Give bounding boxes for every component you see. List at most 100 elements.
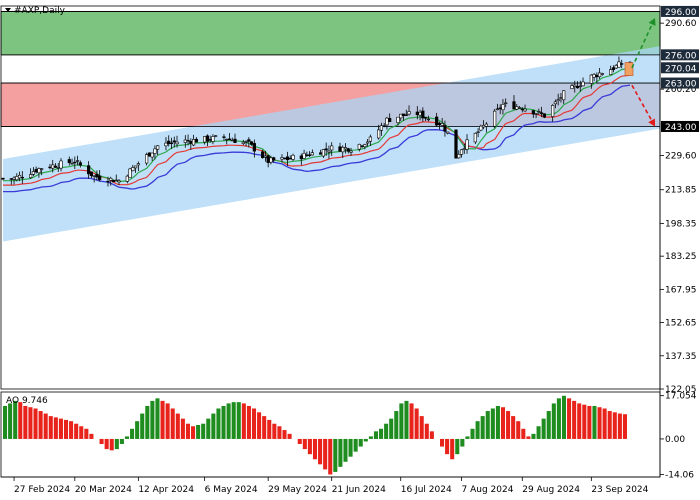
ma-slow-line [3, 84, 631, 193]
time-tick-label: 23 Sep 2024 [591, 485, 648, 495]
ao-bar [257, 412, 262, 439]
candle [89, 171, 93, 179]
candle [377, 124, 381, 140]
candle [31, 167, 35, 177]
candle-body [266, 155, 270, 163]
candle-body [418, 111, 422, 116]
candle-body [156, 145, 160, 150]
ao-bar [175, 413, 180, 439]
candle [484, 122, 488, 133]
candle-body [457, 153, 461, 159]
menu-caret-icon[interactable] [5, 8, 11, 12]
candle-body [476, 131, 480, 133]
candle-body [462, 148, 466, 150]
candle [247, 137, 251, 148]
ao-bar [561, 395, 567, 439]
ao-bar [490, 408, 495, 439]
ao-bar [18, 402, 23, 439]
candle [600, 72, 604, 76]
candle [205, 134, 209, 147]
ao-bar [551, 403, 556, 439]
time-tick-label: 27 Feb 2024 [14, 485, 70, 495]
candle-body [321, 149, 326, 157]
candle-body [51, 164, 55, 169]
ao-bar [516, 421, 521, 439]
candle [175, 135, 179, 148]
ao-bar [567, 398, 572, 439]
time-tick-label: 7 Aug 2024 [462, 485, 514, 495]
ao-bar [506, 411, 511, 439]
candle [67, 156, 71, 166]
candle-body [504, 102, 508, 104]
candle-body [343, 147, 348, 150]
candle [59, 158, 63, 172]
price-tag-label: 243.00 [665, 123, 697, 133]
ao-bar [394, 411, 399, 439]
candle [396, 116, 400, 126]
candle-body [327, 150, 331, 153]
price-tag-support263 [661, 77, 699, 89]
candle [476, 128, 480, 138]
candle [249, 141, 254, 146]
candle-body [98, 175, 102, 181]
candle-body [164, 142, 168, 147]
candle [581, 77, 585, 87]
candle [169, 137, 174, 149]
candle-body [106, 180, 110, 183]
candle [363, 143, 367, 150]
candle [20, 171, 24, 184]
candle-body [299, 155, 303, 160]
candle-body [189, 141, 193, 144]
ao-bar [13, 400, 18, 439]
ao-bar [206, 418, 211, 439]
price-tag-label: 270.04 [665, 64, 697, 74]
ao-bar [389, 418, 394, 439]
candle-body [421, 110, 425, 119]
candle [551, 104, 555, 122]
ao-bar [312, 438, 318, 460]
candle-body [205, 135, 209, 142]
candle-body [404, 114, 408, 116]
candle-body [537, 110, 541, 113]
candle-body [307, 154, 312, 156]
candle [147, 152, 151, 157]
candle-body [611, 67, 616, 70]
candle [136, 161, 140, 172]
candle-body [435, 116, 439, 126]
ao-bar [185, 423, 190, 439]
candle [404, 109, 408, 116]
ao-bar [424, 423, 429, 439]
candle-body [407, 111, 411, 115]
candle [341, 145, 345, 159]
candle-body [575, 86, 580, 89]
ao-bar [109, 438, 114, 451]
candle [379, 122, 384, 136]
candle [145, 152, 149, 166]
candle-body [415, 111, 419, 116]
ao-bar [500, 407, 506, 439]
ao-bar [277, 426, 282, 439]
candle [70, 158, 74, 165]
up-arrow-icon [648, 17, 656, 26]
ao-bar [287, 433, 292, 439]
candle-body [1, 177, 5, 180]
candle [473, 132, 477, 145]
ao-bar [267, 419, 272, 439]
ao-bar [602, 408, 607, 439]
ao-bar [43, 413, 48, 439]
candle-body [338, 146, 342, 152]
candle [349, 147, 353, 156]
candle [459, 149, 464, 158]
ao-bar [328, 438, 333, 475]
ao-bar [33, 408, 38, 439]
time-tick-label: 12 Apr 2024 [138, 485, 194, 495]
candle-body [498, 107, 502, 110]
candle [244, 140, 248, 147]
green-zone [0, 11, 661, 56]
candle-body [517, 107, 522, 109]
ao-bar [170, 408, 175, 439]
candle-body [617, 61, 621, 68]
candle-body [377, 129, 381, 139]
